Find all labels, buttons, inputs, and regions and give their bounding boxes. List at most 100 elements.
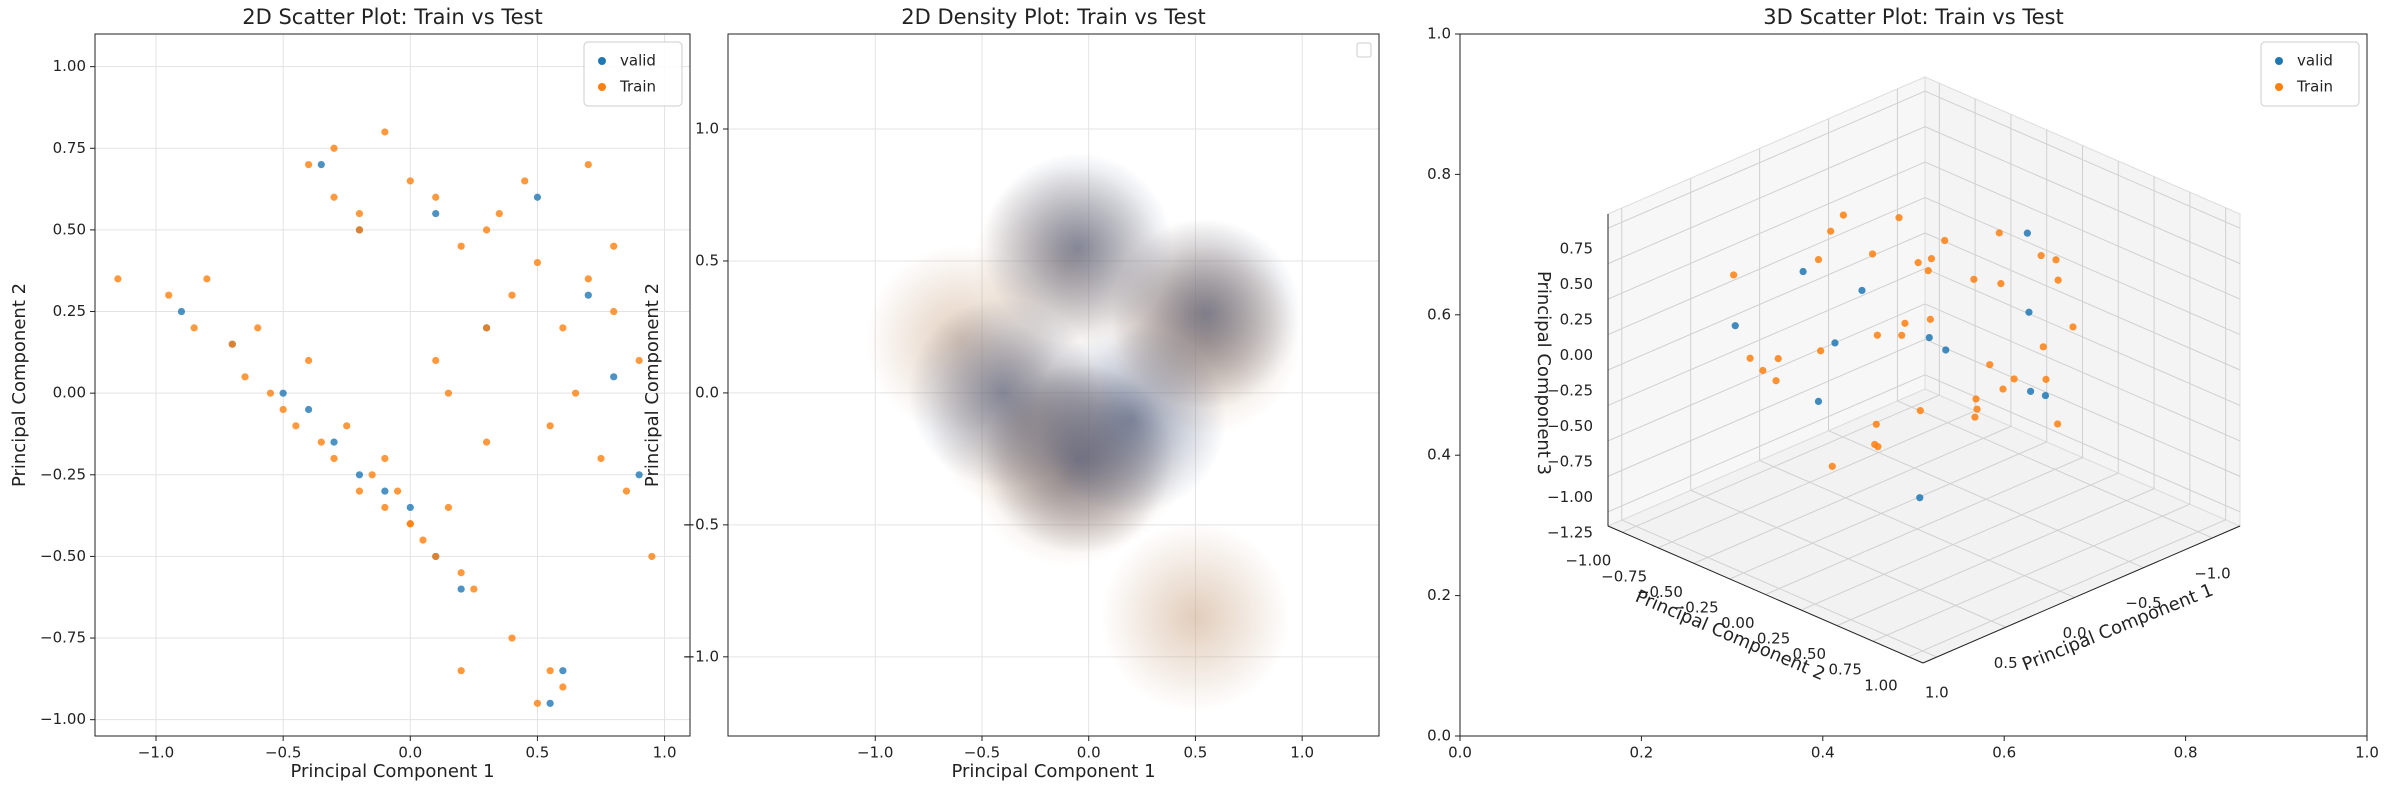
point <box>1858 286 1866 295</box>
y-tick-label: 0.25 <box>53 302 86 320</box>
point <box>2054 420 2062 428</box>
point <box>559 324 567 332</box>
point <box>1898 331 1906 339</box>
x-axis-label: Principal Component 1 <box>290 761 494 782</box>
x-tick-label: 0.5 <box>1994 654 2018 672</box>
point <box>114 275 122 283</box>
y-tick-label: −1.0 <box>683 647 719 665</box>
y-tick-label: −0.50 <box>1637 583 1683 601</box>
y-tick-label: 0.50 <box>1793 645 1826 663</box>
point <box>317 161 325 169</box>
y-tick-label: −0.50 <box>40 547 86 565</box>
grid-line <box>1607 338 1926 477</box>
grid-line <box>1622 394 1940 533</box>
point <box>1986 361 1994 369</box>
point <box>1895 214 1903 222</box>
point <box>355 487 364 495</box>
x-tick-label: 1.0 <box>2355 744 2379 762</box>
point <box>1746 354 1754 362</box>
x-tick-label: 0.6 <box>1992 744 2016 762</box>
point <box>521 177 529 185</box>
grid-line <box>1924 267 2241 406</box>
x-tick-label: −0.5 <box>2125 594 2161 612</box>
point <box>533 193 542 201</box>
point <box>2042 375 2050 383</box>
point <box>304 161 313 169</box>
y-tick-label: 0.0 <box>1427 727 1451 745</box>
point <box>1942 346 1950 354</box>
legend-box <box>1356 42 1372 58</box>
z-tick-label: 0.50 <box>1560 275 1593 293</box>
y-tick-label: 1.0 <box>695 120 719 138</box>
z-tick-label: 0.00 <box>1560 346 1593 364</box>
x-tick-label: 0.0 <box>398 744 422 762</box>
grid-line <box>1924 161 2241 300</box>
point <box>228 340 236 348</box>
point <box>432 552 440 561</box>
point <box>1839 211 1847 219</box>
point <box>1799 267 1807 276</box>
point <box>355 471 364 479</box>
point <box>508 634 516 642</box>
point <box>368 471 376 479</box>
point <box>533 699 542 707</box>
point <box>559 667 567 675</box>
point <box>1868 250 1877 258</box>
point <box>1874 443 1882 451</box>
legend-label: valid <box>2297 52 2333 70</box>
grid-line <box>1607 374 1926 513</box>
z-tick-label: −0.75 <box>1547 452 1593 470</box>
point <box>597 454 605 463</box>
x-tick-label: 0.0 <box>2063 624 2087 642</box>
point <box>470 585 478 593</box>
grid-line <box>1607 161 1926 300</box>
point <box>355 209 364 218</box>
point <box>1914 259 1922 267</box>
grid-line <box>1607 197 1926 336</box>
point <box>482 324 491 332</box>
point <box>546 699 554 707</box>
y-tick-label: −1.00 <box>40 710 86 728</box>
point <box>1817 347 1825 355</box>
point <box>457 242 465 250</box>
point <box>1924 267 1932 275</box>
axis-line <box>1922 525 2241 664</box>
point <box>1972 395 1980 403</box>
point <box>1926 315 1934 323</box>
z-tick-label: −0.25 <box>1547 382 1593 400</box>
x-tick-label: 0.4 <box>1811 744 1835 762</box>
point <box>203 275 211 283</box>
z-tick-label: 0.75 <box>1560 240 1593 258</box>
point <box>457 569 465 577</box>
legend-marker <box>2275 83 2283 91</box>
point <box>1973 405 1981 413</box>
y-tick-label: 0.5 <box>695 251 719 269</box>
y-axis-label: Principal Component 2 <box>642 283 663 487</box>
x-tick-label: 0.0 <box>1077 744 1101 762</box>
point <box>571 389 580 397</box>
point <box>1901 319 1909 327</box>
point <box>1971 413 1979 421</box>
point <box>1827 227 1835 235</box>
point <box>177 307 186 316</box>
x-tick-label: −0.5 <box>964 744 1000 762</box>
point <box>381 487 389 495</box>
point <box>432 356 440 365</box>
point <box>330 454 338 463</box>
legend-marker <box>598 57 606 65</box>
y-tick-label: 0.8 <box>1427 165 1451 183</box>
point <box>559 683 567 691</box>
point <box>584 275 592 283</box>
x-tick-label: 1.0 <box>1290 744 1314 762</box>
x-axis-label: Principal Component 1 <box>951 761 1155 782</box>
point <box>343 422 351 430</box>
legend-marker <box>598 83 606 91</box>
grid-line <box>1872 503 2191 642</box>
point <box>1828 462 1836 470</box>
point <box>482 226 491 234</box>
point <box>457 667 465 675</box>
y-tick-label: 0.4 <box>1427 446 1451 464</box>
x-tick-label: 1.0 <box>653 744 677 762</box>
point <box>304 356 313 365</box>
point <box>330 193 338 201</box>
